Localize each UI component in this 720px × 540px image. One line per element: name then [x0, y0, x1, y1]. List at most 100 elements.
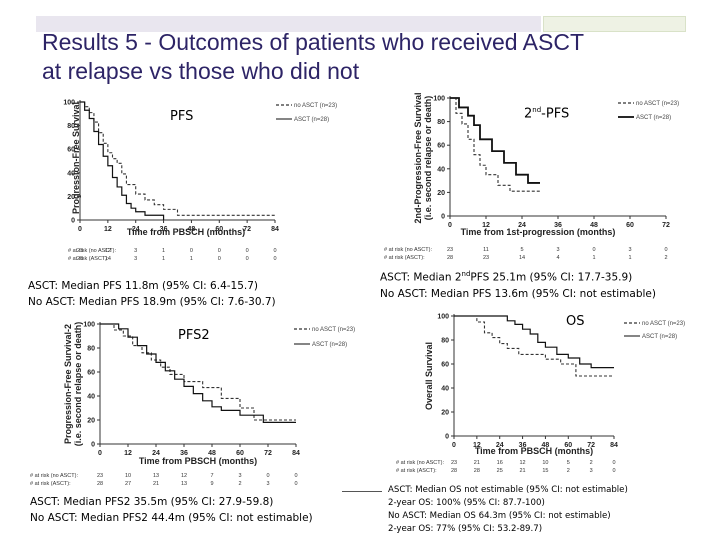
pfs2-y-tick-label: 100	[83, 322, 95, 329]
pfs-series-asct-line	[80, 101, 165, 220]
os-risk-no-value: 0	[612, 460, 615, 466]
os-x-axis-label: Time from PBSCH (months)	[475, 446, 593, 456]
os-risk-yes-value: 28	[451, 468, 457, 474]
pfs-x-tick-label: 48	[188, 226, 196, 233]
pfs-risk-yes-value: 0	[273, 256, 276, 262]
slide-title: Results 5 - Outcomes of patients who rec…	[42, 28, 712, 86]
os-x-tick-label: 60	[564, 442, 572, 449]
pfs-2nd-series-no-asct-line	[450, 97, 540, 192]
pfs-2nd-label-sup: nd	[532, 106, 542, 114]
pfs-legend-yes: ASCT (n=28)	[294, 117, 329, 123]
pfs-risk-yes-value: 14	[105, 256, 111, 262]
slide-title-line1: Results 5 - Outcomes of patients who rec…	[42, 29, 585, 55]
os-y-tick-label: 80	[441, 338, 449, 345]
pfs-2nd-label-main: 2	[524, 106, 533, 122]
pfs-2nd-y-tick-label: 20	[437, 190, 445, 197]
slide-title-line2: at relapse vs those who did not	[42, 58, 360, 84]
pfs2nd-risk-no-value: 3	[556, 247, 559, 253]
pfs-series-no-asct-line	[80, 101, 275, 216]
pfs-2nd-label-rest: -PFS	[541, 106, 570, 122]
os-risk-label-no: # at risk (no ASCT):	[396, 460, 444, 466]
pfs-y-tick-label: 20	[67, 194, 75, 201]
pfs-2nd-chart: 2nd-Progression-Free Survival (i.e. seco…	[384, 92, 679, 261]
pfs2-risk-yes-value: 21	[153, 481, 159, 487]
os-x-tick-label: 12	[473, 442, 481, 449]
pfs2nd-risk-yes-value: 23	[483, 255, 489, 261]
pfs-risk-no-value: 0	[246, 248, 249, 254]
pfs2-panel: Progression-Free Survival-2 (i.e. second…	[28, 316, 355, 488]
pfs2nd-risk-no-value: 5	[520, 247, 523, 253]
pfs-chart: Progression-Free Survival Time from PBSC…	[63, 100, 337, 263]
pfs-2nd-x-tick-label: 48	[590, 222, 598, 229]
os-risk-yes-value: 21	[520, 468, 526, 474]
pfs2-x-axis-label: Time from PBSCH (months)	[139, 456, 257, 466]
pfs2-risk-no-value: 12	[181, 473, 187, 479]
pfs2-risk-no-value: 10	[125, 473, 131, 479]
pfs2nd-risk-no-value: 0	[592, 247, 595, 253]
pfs2-risk-no-value: 23	[97, 473, 103, 479]
os-legend-no: no ASCT (n=23)	[642, 321, 685, 327]
pfs-risk-label-no: # at risk (no ASCT):	[68, 248, 116, 254]
os-series-no-asct-line	[454, 315, 614, 377]
os-y-tick-label: 100	[437, 314, 449, 321]
pfs2-risk-label-no: # at risk (no ASCT):	[30, 473, 78, 479]
pfs2nd-risk-yes-value: 1	[628, 255, 631, 261]
pfs-risk-no-value: 0	[273, 248, 276, 254]
os-x-tick-label: 24	[496, 442, 504, 449]
pfs2-risk-yes-value: 2	[238, 481, 241, 487]
pfs-2nd-y-tick-label: 0	[441, 214, 445, 221]
os-risk-yes-value: 3	[590, 468, 593, 474]
pfs2-risk-yes-value: 28	[97, 481, 103, 487]
pfs-2nd-summary-asct-pre: ASCT: Median 2	[380, 271, 462, 284]
pfs2-y-axis-label-2: (i.e. second relapse or death)	[73, 322, 83, 447]
pfs-risk-yes-value: 3	[134, 256, 137, 262]
pfs-2nd-legend-yes: ASCT (n=28)	[636, 115, 671, 121]
pfs-2nd-label: 2nd-PFS	[524, 106, 569, 121]
pfs-x-tick-label: 72	[243, 226, 251, 233]
os-summary: ASCT: Median OS not estimable (95% CI: n…	[388, 484, 628, 536]
os-y-tick-label: 40	[441, 386, 449, 393]
os-risk-yes-value: 25	[497, 468, 503, 474]
pfs-y-axis-label: Progression-Free Survival	[71, 102, 81, 214]
pfs2-summary-asct: ASCT: Median PFS2 35.5m (95% CI: 27.9-59…	[30, 496, 274, 508]
pfs2nd-risk-no-value: 11	[483, 247, 489, 253]
pfs2-x-tick-label: 60	[236, 450, 244, 457]
pfs-2nd-x-axis-label: Time from 1st-progression (months)	[461, 227, 616, 237]
pfs-2nd-x-tick-label: 12	[482, 222, 490, 229]
os-risk-no-value: 5	[567, 460, 570, 466]
pfs-legend-no: no ASCT (n=23)	[294, 103, 337, 109]
pfs2-y-tick-label: 60	[87, 370, 95, 377]
os-summary-asct: ASCT: Median OS not estimable (95% CI: n…	[388, 485, 628, 495]
pfs-2nd-summary-asct: ASCT: Median 2ndPFS 25.1m (95% CI: 17.7-…	[380, 266, 656, 286]
pfs2-y-tick-label: 20	[87, 418, 95, 425]
pfs2-x-tick-label: 36	[180, 450, 188, 457]
pfs2-risk-no-value: 7	[210, 473, 213, 479]
pfs2-risk-yes-value: 0	[294, 481, 297, 487]
os-risk-yes-value: 15	[542, 468, 548, 474]
pfs-2nd-risk-label-no: # at risk (no ASCT):	[384, 247, 432, 253]
pfs-x-axis-label: Time from PBSCH (months)	[127, 227, 245, 237]
pfs2-series-no-asct-line	[100, 323, 296, 421]
title-band-right	[543, 16, 686, 32]
os-panel: Overall Survival Time from PBSCH (months…	[382, 308, 712, 476]
pfs-2nd-x-tick-label: 0	[448, 222, 452, 229]
pfs2-x-tick-label: 24	[152, 450, 160, 457]
pfs2-x-tick-label: 48	[208, 450, 216, 457]
pfs-y-tick-label: 100	[63, 100, 75, 107]
pfs-x-tick-label: 36	[160, 226, 168, 233]
pfs-risk-yes-value: 1	[162, 256, 165, 262]
os-summary-no-asct-2yr: 2-year OS: 77% (95% CI: 53.2-89.7)	[388, 524, 543, 534]
os-y-tick-label: 20	[441, 410, 449, 417]
pfs-2nd-y-axis-label: 2nd-Progression-Free Survival	[413, 92, 423, 223]
pfs-2nd-y-tick-label: 80	[437, 119, 445, 126]
os-risk-no-value: 2	[590, 460, 593, 466]
os-risk-no-value: 12	[520, 460, 526, 466]
pfs2-risk-no-value: 13	[153, 473, 159, 479]
pfs2-risk-no-value: 0	[294, 473, 297, 479]
pfs2nd-risk-yes-value: 4	[556, 255, 559, 261]
pfs-2nd-series-asct-line	[450, 97, 540, 184]
pfs2nd-risk-no-value: 3	[628, 247, 631, 253]
os-y-tick-label: 60	[441, 362, 449, 369]
pfs2-x-tick-label: 84	[292, 450, 300, 457]
pfs-2nd-y-tick-label: 60	[437, 143, 445, 150]
